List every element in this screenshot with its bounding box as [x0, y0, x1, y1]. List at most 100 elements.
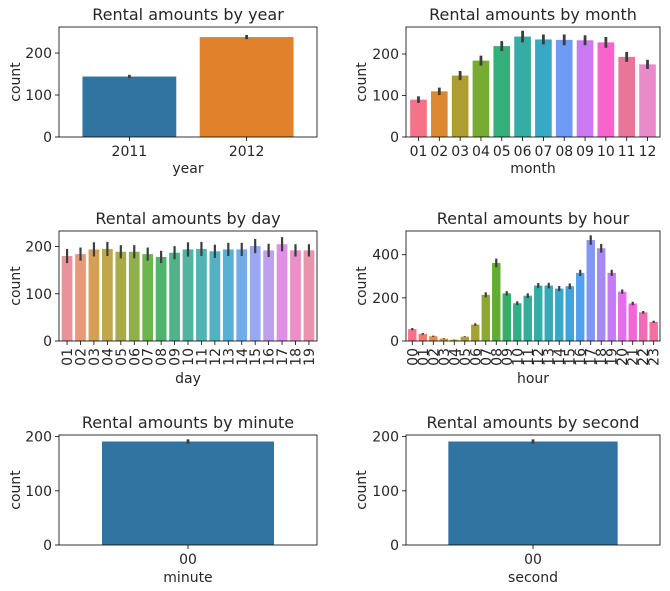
x-tick-label: 05 [493, 144, 511, 160]
x-tick-label: 17 [275, 348, 291, 366]
bar [182, 249, 194, 341]
bar [222, 249, 234, 341]
x-tick-label: 02 [430, 144, 448, 160]
y-tick-label: 200 [372, 430, 399, 446]
subplot-year: Rental amounts by year year count 0 100 20… [8, 5, 318, 177]
subplot-day: Rental amounts by day day count 0 100 200 0… [8, 209, 318, 387]
bar [481, 294, 490, 341]
y-tick-label: 0 [390, 334, 399, 350]
bar [209, 251, 221, 341]
chart-title-hour: Rental amounts by hour [437, 209, 630, 228]
y-tick-label: 400 [372, 248, 399, 264]
y-axis-label-year: count [8, 62, 24, 102]
x-tick-label: 07 [479, 348, 495, 366]
bar [196, 248, 207, 341]
x-tick-label: 01 [410, 144, 428, 160]
subplot-hour: Rental amounts by hour hour count 020040… [354, 209, 663, 387]
subplot-month: Rental amounts by month month count 0100… [354, 5, 661, 177]
y-axis-label-second: count [354, 470, 370, 510]
y-tick-label: 100 [25, 484, 52, 500]
y-axis-label-minute: count [8, 470, 24, 510]
x-tick-label: 04 [472, 144, 490, 160]
y-tick-label: 0 [390, 130, 399, 146]
bar [534, 285, 543, 341]
chart-title-day: Rental amounts by day [95, 209, 280, 228]
x-tick-label: 08 [154, 348, 170, 366]
bar [586, 240, 595, 341]
x-tick-label: 18 [594, 348, 610, 366]
bar [418, 333, 427, 341]
bar [430, 91, 448, 137]
x-tick-label: 12 [531, 348, 547, 366]
bar [236, 249, 248, 341]
x-tick-label: 00 [524, 552, 542, 568]
bar [82, 76, 177, 137]
x-tick-label: 04 [100, 348, 116, 366]
bar [448, 441, 618, 545]
bar [576, 272, 585, 341]
bar [492, 262, 501, 341]
subplot-minute: Rental amounts by minute minute count 0 1… [8, 413, 318, 586]
bar [460, 336, 469, 341]
x-tick-label: 11 [521, 348, 537, 366]
bars-hour: 0200400000102030405060708091011121314151… [372, 235, 663, 366]
x-tick-label: 12 [208, 348, 224, 366]
bars-second: 0 100 200 00 [372, 430, 618, 568]
x-tick-label: 18 [289, 348, 305, 366]
y-tick-label: 100 [372, 88, 399, 104]
x-tick-label: 00 [179, 552, 197, 568]
bar [639, 312, 648, 341]
bar [450, 339, 459, 341]
x-tick-label: 17 [584, 348, 600, 366]
x-tick-label: 10 [597, 144, 615, 160]
x-tick-label: 11 [618, 144, 636, 160]
bar [597, 248, 606, 341]
plot-frame-day [58, 230, 318, 342]
bar [618, 291, 627, 341]
bar [493, 46, 511, 137]
bar [290, 250, 301, 341]
y-tick-label: 0 [43, 538, 52, 554]
x-tick-label: 09 [576, 144, 594, 160]
plot-frame-minute [58, 434, 318, 546]
x-tick-label: 10 [510, 348, 526, 366]
x-tick-label: 10 [181, 348, 197, 366]
chart-title-minute: Rental amounts by minute [82, 413, 294, 432]
x-tick-label: 08 [555, 144, 573, 160]
x-tick-label: 12 [639, 144, 657, 160]
bar [628, 303, 637, 341]
x-tick-label: 09 [500, 348, 516, 366]
x-tick-label: 16 [262, 348, 278, 366]
x-tick-label: 08 [489, 348, 505, 366]
bar [303, 250, 315, 341]
bar [102, 248, 113, 341]
x-tick-label: 21 [626, 348, 642, 366]
bar [199, 37, 294, 137]
bars-year: 0 100 200 2011 2012 [25, 34, 294, 160]
bar [75, 254, 86, 341]
bar [607, 272, 616, 341]
y-axis-label-month: count [354, 62, 370, 102]
subplot-second: Rental amounts by second second count 0 1… [354, 413, 661, 586]
x-tick-label: 2011 [112, 144, 148, 160]
bar [513, 303, 522, 341]
y-tick-label: 100 [25, 88, 52, 104]
x-tick-label: 19 [605, 348, 621, 366]
chart-title-month: Rental amounts by month [429, 5, 637, 24]
bar [61, 256, 73, 341]
x-tick-label: 06 [514, 144, 532, 160]
bar [555, 39, 573, 138]
x-axis-label-minute: minute [163, 570, 212, 586]
y-tick-label: 200 [25, 240, 52, 256]
x-tick-label: 04 [447, 348, 463, 366]
y-axis-label-day: count [8, 266, 24, 306]
bars-day: 0100200010203040506070809101112131415161… [25, 237, 318, 366]
x-tick-label: 07 [534, 144, 552, 160]
bar [514, 36, 531, 138]
y-tick-label: 100 [372, 484, 399, 500]
y-tick-label: 0 [43, 334, 52, 350]
bar [472, 60, 490, 137]
chart-title-second: Rental amounts by second [427, 413, 640, 432]
y-tick-label: 200 [25, 46, 52, 62]
bar [649, 321, 658, 341]
